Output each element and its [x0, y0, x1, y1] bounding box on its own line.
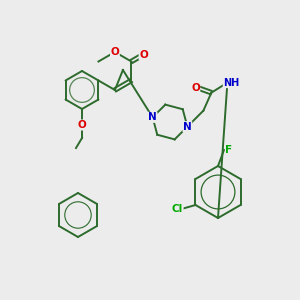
Text: O: O — [191, 83, 200, 93]
Text: Cl: Cl — [172, 204, 183, 214]
Text: NH: NH — [223, 78, 239, 88]
Text: N: N — [183, 122, 192, 132]
Text: O: O — [78, 120, 86, 130]
Text: O: O — [110, 47, 119, 57]
Text: F: F — [225, 145, 233, 155]
Text: O: O — [139, 50, 148, 59]
Text: N: N — [148, 112, 157, 122]
